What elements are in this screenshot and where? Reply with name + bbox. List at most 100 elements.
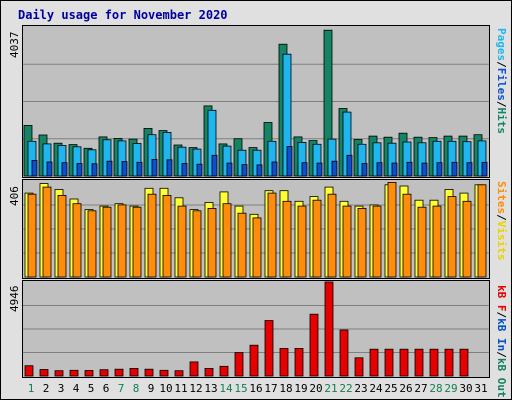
kbf-bar [324,281,334,377]
pages-bar [76,163,83,177]
kbf-bar [84,370,94,377]
pages-bar [166,159,173,177]
day-label: 5 [88,382,95,395]
kbf-bar [354,357,364,377]
day-label: 11 [174,382,187,395]
sites-bar [147,193,157,278]
kbf-bar [114,368,124,377]
day-label: 10 [159,382,172,395]
day-label: 25 [384,382,397,395]
pages-bar [46,161,53,177]
sites-bar [282,200,292,278]
pages-bar [151,158,158,177]
day-label: 16 [249,382,262,395]
day-label: 29 [444,382,457,395]
kbf-bar [144,368,154,377]
pages-bar [61,162,68,177]
kbf-bar [54,370,64,377]
day-label: 23 [354,382,367,395]
kbf-bar [309,313,319,377]
day-label: 1 [28,382,35,395]
sites-bar [447,196,457,278]
pages-bar [196,163,203,177]
kbf-bar [189,361,199,377]
day-label: 21 [324,382,337,395]
day-label: 2 [43,382,50,395]
pages-bar [91,163,98,177]
kbf-bar [99,369,109,377]
day-label: 18 [279,382,292,395]
day-label: 12 [189,382,202,395]
pages-bar [481,161,488,177]
sites-bar [342,205,352,278]
sites-bar [117,204,127,278]
pages-bar [316,162,323,177]
sites-bar [177,205,187,278]
sites-bar [237,212,247,278]
day-label: 28 [429,382,442,395]
kbf-bar [414,348,424,377]
pages-bar [301,162,308,177]
sites-bar [222,203,232,278]
pages-bar [361,163,368,177]
pages-bar [391,162,398,177]
day-label: 24 [369,382,383,395]
chart-title: Daily usage for November 2020 [18,8,228,22]
day-label: 17 [264,382,277,395]
day-label: 20 [309,382,322,395]
kbf-bar [384,348,394,377]
day-label: 7 [118,382,125,395]
day-label: 13 [204,382,217,395]
day-label: 6 [103,382,110,395]
kbf-bar [204,367,214,377]
day-label: 19 [294,382,307,395]
pages-bar [376,162,383,177]
day-label: 15 [234,382,247,395]
sites-bar [102,206,112,278]
sites-bar [72,203,82,278]
kbf-bar [129,367,139,377]
sites-bar [387,181,397,278]
sites-bar [27,193,37,278]
kbf-bar [369,348,379,377]
pages-bar [106,160,113,177]
kbf-bar [444,348,454,377]
day-label: 27 [414,382,427,395]
pages-bar [211,154,218,177]
kbf-bar [39,369,49,377]
kbf-bar [219,365,229,377]
sites-bar [372,205,382,278]
pages-bar [406,161,413,177]
pages-bar [436,162,443,177]
pages-bar [421,162,428,177]
day-label: 26 [399,382,412,395]
sites-bar [132,206,142,278]
sites-bar [57,194,67,278]
kbf-bar [339,329,349,377]
sites-bar [312,199,322,278]
pages-bar [346,154,353,177]
kbf-bar [279,347,289,377]
kbf-bar [24,365,34,377]
sites-bar [87,210,97,278]
sites-bar [42,186,52,278]
sites-bar [432,205,442,278]
pages-bar [31,160,38,177]
sites-bar [402,193,412,278]
pages-bar [181,163,188,177]
day-label: 30 [459,382,472,395]
kbf-bar [234,352,244,377]
day-label: 4 [73,382,80,395]
day-label: 14 [219,382,233,395]
pages-bar [271,161,278,177]
pages-bar [121,161,128,177]
sites-bar [192,210,202,278]
pages-bar [331,160,338,177]
sites-bar [267,192,277,278]
sites-bar [297,205,307,278]
kbf-bar [429,348,439,377]
kbf-bar [249,344,259,377]
day-label: 31 [474,382,487,395]
kbf-bar [69,369,79,377]
